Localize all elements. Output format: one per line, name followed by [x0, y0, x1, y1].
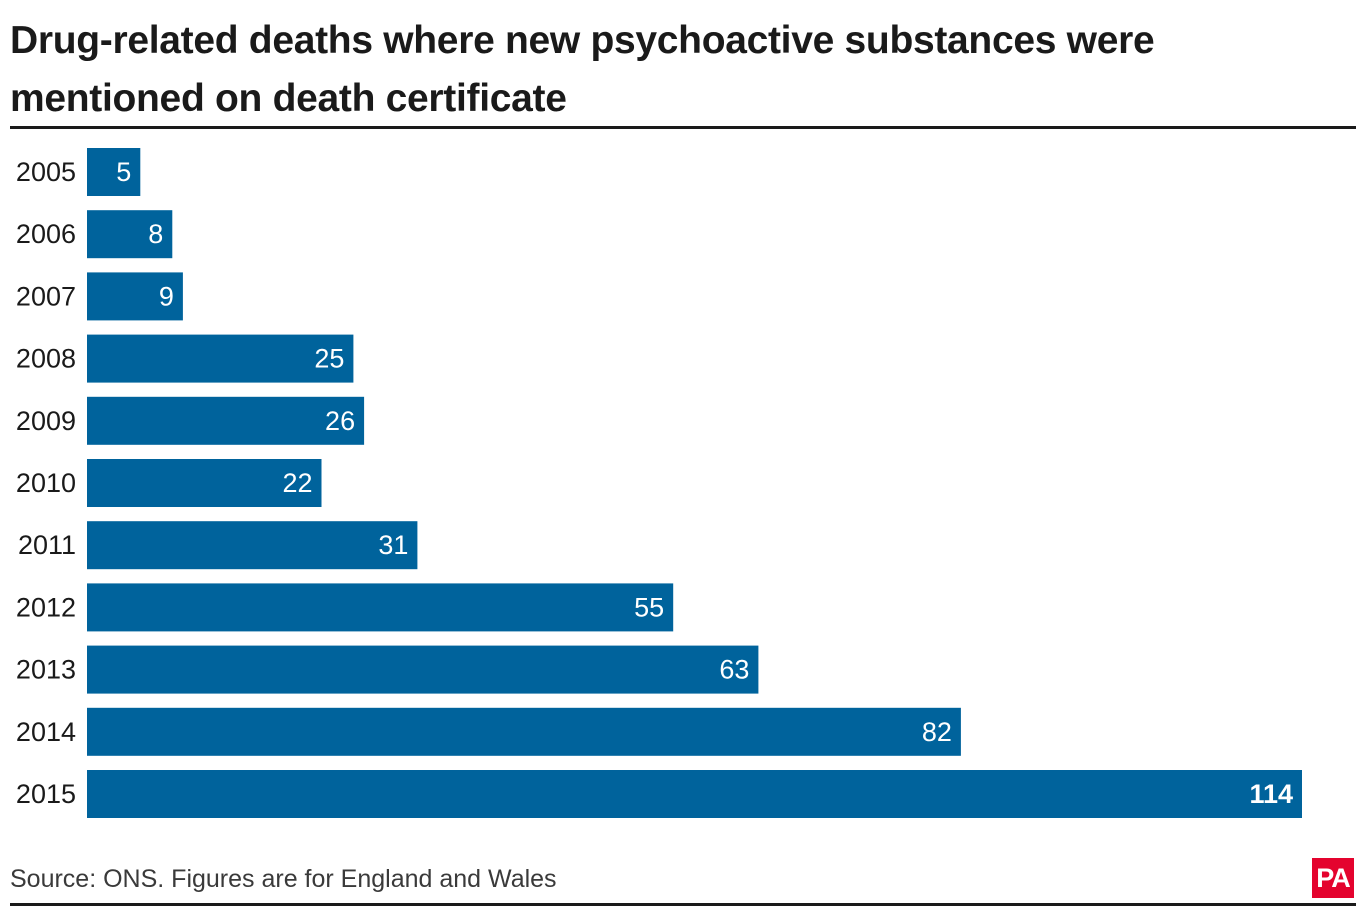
source-note: Source: ONS. Figures are for England and… — [10, 865, 557, 893]
pa-logo: PA — [1312, 858, 1354, 898]
category-label-2011: 2011 — [18, 530, 76, 560]
category-label-2014: 2014 — [16, 717, 76, 747]
bar-2010 — [87, 459, 322, 507]
bar-2015 — [87, 770, 1302, 818]
value-label-2008: 25 — [314, 344, 344, 374]
category-label-2009: 2009 — [16, 406, 76, 436]
category-label-2015: 2015 — [16, 779, 76, 809]
value-label-2014: 82 — [922, 717, 952, 747]
value-label-2006: 8 — [148, 219, 163, 249]
title-rule — [10, 126, 1356, 129]
bar-2013 — [87, 645, 759, 694]
bar-2014 — [87, 707, 961, 756]
value-label-2009: 26 — [325, 406, 355, 436]
bar-2008 — [87, 334, 354, 383]
category-label-2010: 2010 — [16, 468, 76, 498]
value-label-2010: 22 — [282, 468, 312, 498]
value-label-2013: 63 — [719, 655, 749, 685]
bar-2012 — [87, 583, 674, 632]
chart-title: Drug-related deaths where new psychoacti… — [10, 19, 1155, 120]
bar-2009 — [87, 396, 365, 445]
category-label-2008: 2008 — [16, 344, 76, 374]
footer-rule — [10, 903, 1356, 906]
bar-2011 — [87, 521, 418, 570]
value-label-2015: 114 — [1249, 779, 1293, 809]
bar-2006 — [87, 210, 173, 259]
category-label-2013: 2013 — [16, 655, 76, 685]
value-label-2012: 55 — [634, 592, 664, 622]
bar-2007 — [87, 272, 183, 321]
category-label-2005: 2005 — [16, 157, 76, 187]
value-label-2011: 31 — [378, 530, 408, 560]
bar-2005 — [87, 148, 141, 196]
category-label-2006: 2006 — [16, 219, 76, 249]
value-label-2007: 9 — [159, 281, 174, 311]
category-label-2007: 2007 — [16, 281, 76, 311]
category-label-2012: 2012 — [16, 592, 76, 622]
value-label-2005: 5 — [116, 157, 131, 187]
